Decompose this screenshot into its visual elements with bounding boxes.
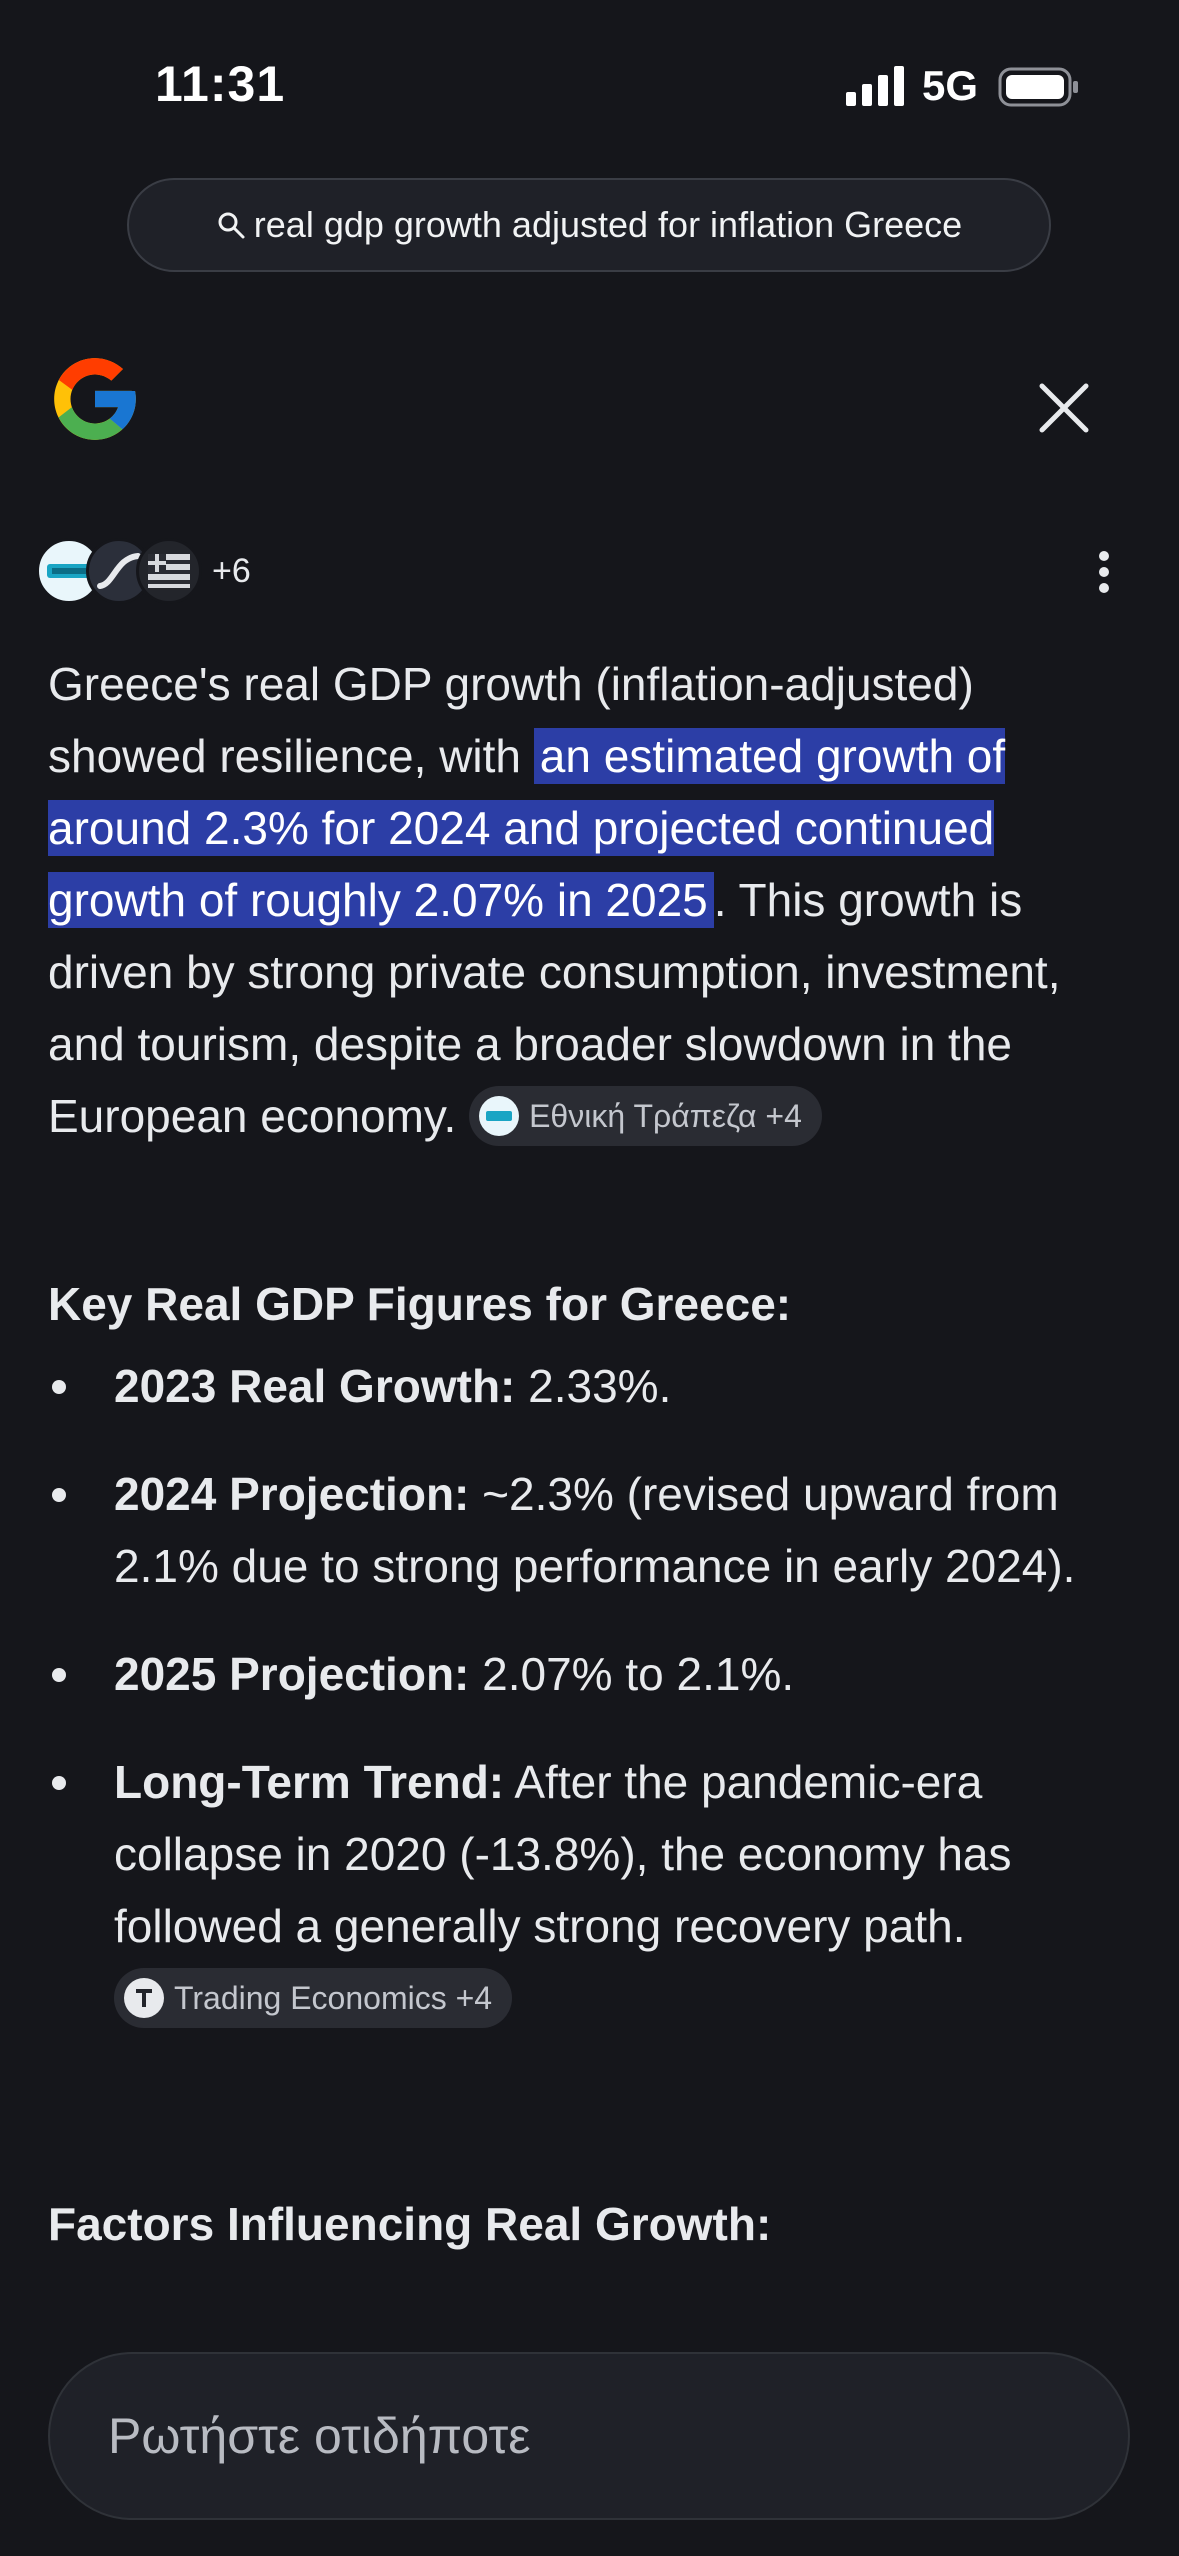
bullet-icon — [52, 1380, 66, 1394]
status-bar: 11:31 5G — [0, 0, 1179, 170]
key-figures-list: 2023 Real Growth: 2.33%. 2024 Projection… — [48, 1350, 1138, 2070]
sources-favicons[interactable]: +6 — [36, 536, 251, 606]
item-text: ~2.3% (revised upward from 2.1% due to s… — [114, 1468, 1076, 1592]
source-chip-nbg[interactable]: Εθνική Τράπεζα +4 — [469, 1085, 822, 1146]
item-text: 2.33%. — [515, 1360, 672, 1412]
answer-conclusion: . This growth is driven by strong privat… — [48, 874, 1061, 1142]
search-icon — [218, 212, 245, 239]
clock: 11:31 — [155, 56, 286, 112]
ask-anything-bar[interactable] — [48, 2352, 1130, 2520]
search-query-text: real gdp growth adjusted for inflation G… — [253, 204, 963, 245]
key-figures-heading: Key Real GDP Figures for Greece: — [48, 1278, 792, 1330]
factors-heading: Factors Influencing Real Growth: — [48, 2198, 772, 2250]
item-text: 2.07% to 2.1%. — [469, 1648, 795, 1700]
ai-answer-paragraph: Greece's real GDP growth (inflation-adju… — [48, 648, 1138, 1152]
nbg-favicon-icon — [36, 538, 102, 604]
google-logo-icon[interactable] — [46, 350, 144, 448]
item-label: 2024 Projection: — [114, 1468, 470, 1520]
battery-icon — [998, 67, 1078, 107]
network-type: 5G — [922, 62, 979, 109]
list-item: 2024 Projection: ~2.3% (revised upward f… — [48, 1458, 1138, 1602]
bullet-icon — [52, 1776, 66, 1790]
item-label: 2023 Real Growth: — [114, 1360, 516, 1412]
source-chip-label: Εθνική Τράπεζα +4 — [529, 1097, 802, 1134]
search-query-pill[interactable]: real gdp growth adjusted for inflation G… — [127, 178, 1051, 272]
ask-anything-input[interactable] — [108, 2407, 1068, 2465]
greek-flag-icon — [136, 538, 202, 604]
more-options-icon[interactable] — [1092, 550, 1116, 594]
list-item: Long-Term Trend: After the pandemic-era … — [48, 1746, 1138, 2034]
trading-economics-icon — [124, 1977, 164, 2018]
source-chip-trading-economics[interactable]: Trading Economics +4 — [114, 1967, 513, 2028]
item-label: 2025 Projection: — [114, 1648, 470, 1700]
list-item: 2023 Real Growth: 2.33%. — [48, 1350, 1138, 1422]
cellular-signal-icon — [846, 66, 904, 106]
sources-more-count: +6 — [212, 551, 251, 590]
bullet-icon — [52, 1668, 66, 1682]
bullet-icon — [52, 1488, 66, 1502]
list-item: 2025 Projection: 2.07% to 2.1%. — [48, 1638, 1138, 1710]
item-label: Long-Term Trend: — [114, 1756, 505, 1808]
source-chip-label: Trading Economics +4 — [174, 1979, 493, 2016]
item-text: After the pandemic-era collapse in 2020 … — [114, 1756, 1012, 1952]
close-icon[interactable] — [1034, 378, 1094, 438]
nbg-chip-icon — [479, 1095, 520, 1136]
answer-intro: Greece's real GDP growth (inflation-adju… — [48, 658, 974, 782]
